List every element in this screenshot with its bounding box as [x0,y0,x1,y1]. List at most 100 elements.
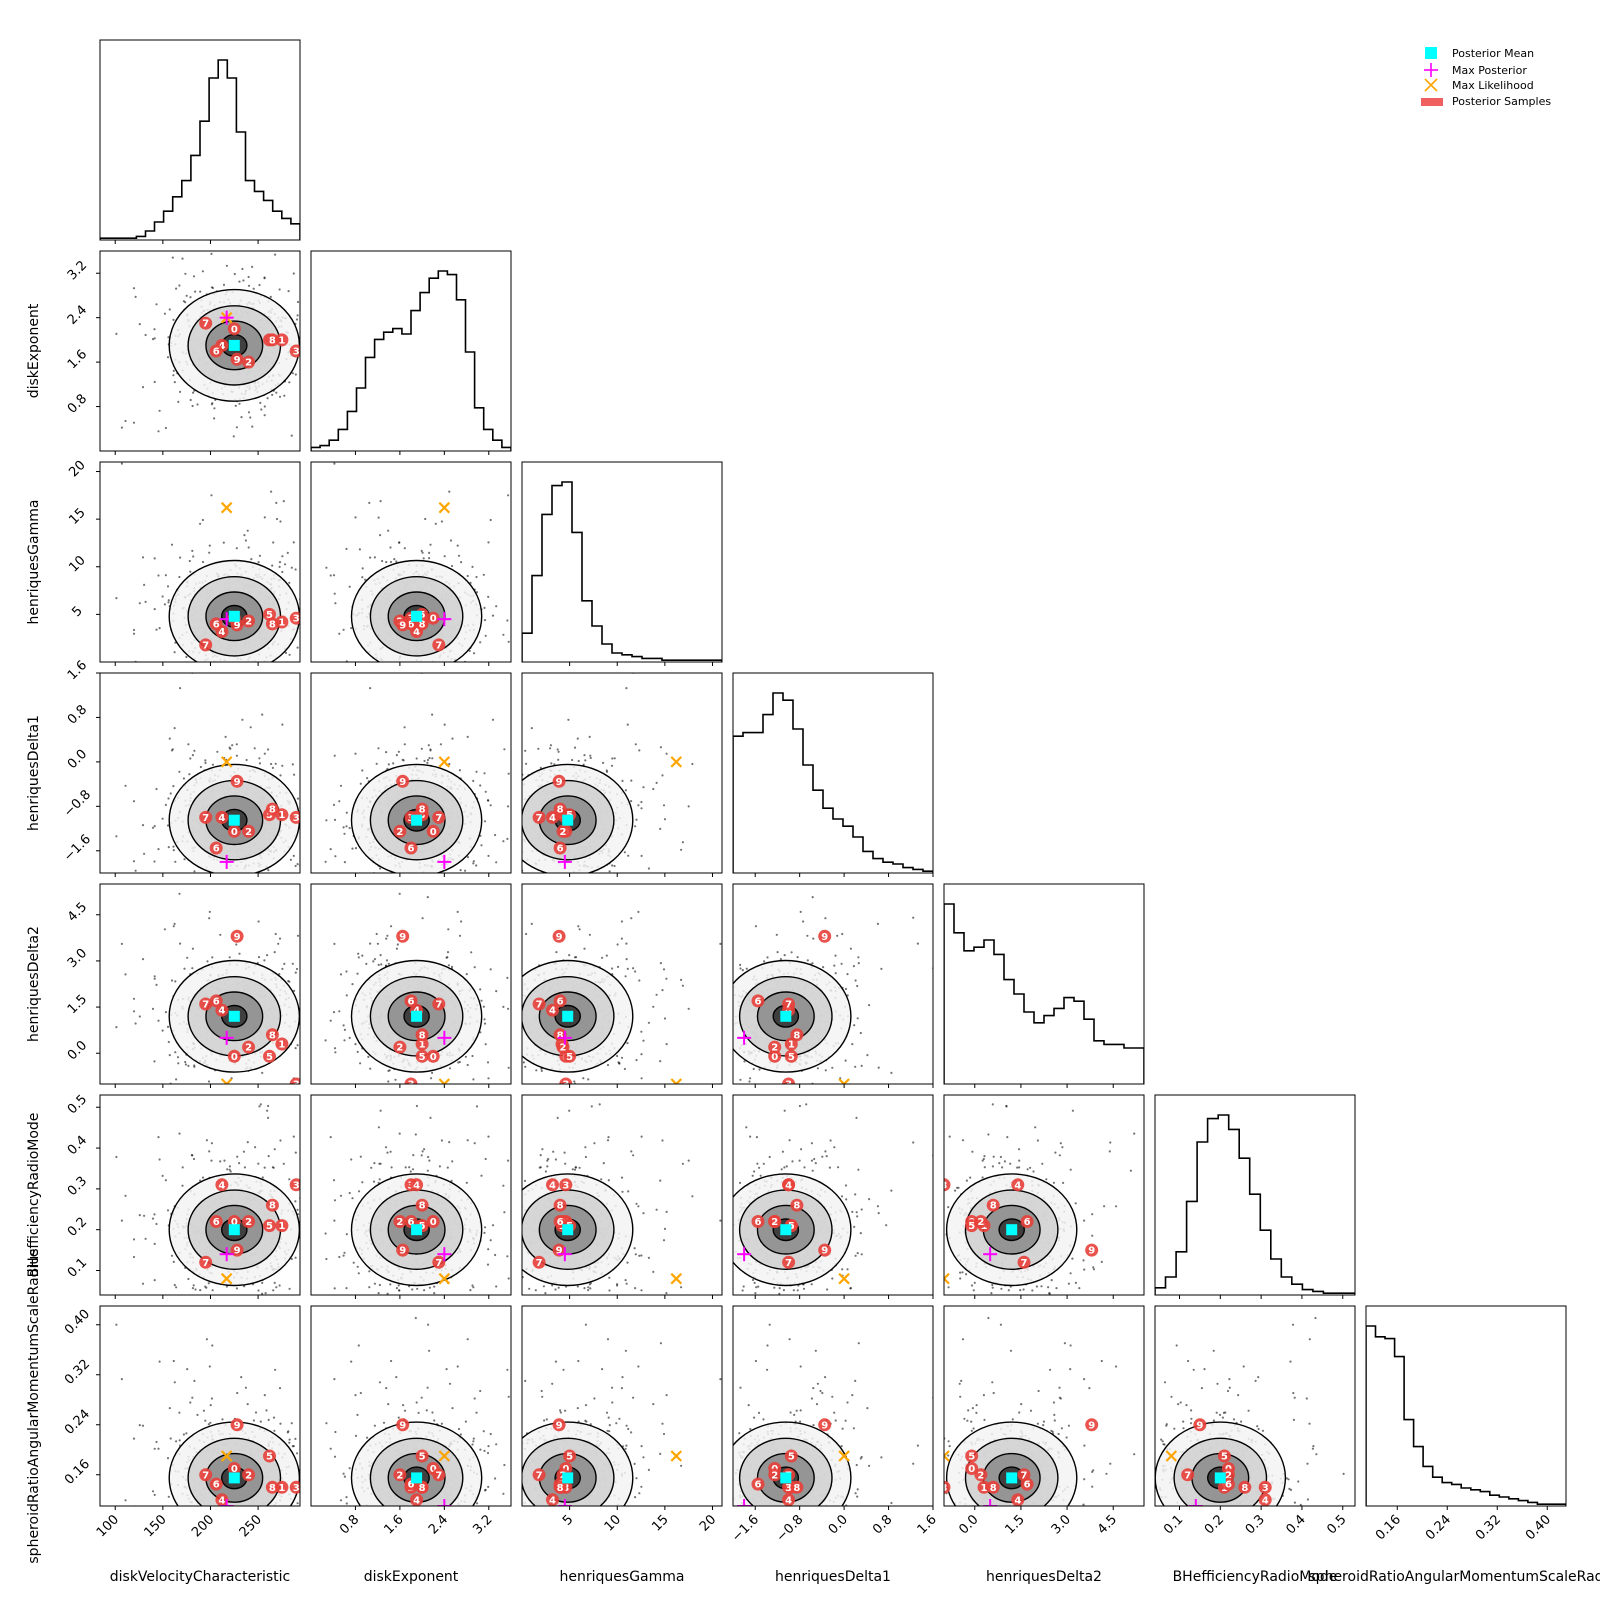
sample-point [189,757,192,760]
sample-point [173,727,176,730]
sample-point [423,759,426,763]
sample-point [507,805,510,808]
sample-point [584,759,587,762]
sample-point [178,892,181,895]
histogram-diskExponent [311,270,511,451]
sample-point [377,516,380,519]
posterior-sample-marker [265,617,279,631]
sample-point [625,687,628,690]
sample-point [301,366,303,368]
sample-point [279,520,282,523]
panel-frame [732,672,934,874]
sample-point [459,869,462,872]
sample-point [132,632,136,635]
posterior-sample-label: 8 [269,335,276,346]
max-posterior-marker [219,854,234,869]
posterior-sample-label: 4 [413,627,420,638]
sample-point [153,975,156,978]
sample-point [403,743,406,746]
sample-point [227,874,229,876]
sample-point [437,873,439,875]
sample-point [269,295,272,298]
sample-point [263,959,266,962]
sample-point [390,925,393,928]
sample-point [334,602,337,605]
sample-point [387,962,390,965]
histogram-diskVelocityCharacteristic [100,59,300,240]
sample-point [228,956,231,959]
posterior-sample-label: 1 [278,335,285,346]
sample-point [471,565,474,568]
sample-point [395,560,398,563]
sample-point [458,934,462,937]
sample-point [580,873,582,875]
sample-point [272,541,275,544]
posterior-sample-label: 7 [202,1000,209,1011]
sample-point [204,761,207,764]
sample-point [207,1080,211,1083]
sample-point [251,425,254,428]
sample-point [375,762,378,765]
sample-point [661,774,664,777]
sample-point [557,758,560,761]
sample-point [161,1029,164,1032]
sample-point [495,605,498,608]
sample-point [428,756,431,760]
posterior-sample-marker [230,929,244,943]
sample-point [665,752,668,755]
sample-point [132,628,136,632]
sample-point [278,561,282,564]
posterior-sample-marker [230,774,244,788]
sample-point [479,641,482,644]
posterior-sample-label: 0 [231,827,238,838]
sample-point [296,934,300,937]
sample-point [487,854,490,857]
sample-point [634,743,637,746]
sample-point [621,779,624,782]
sample-point [168,1054,171,1057]
posterior-sample-label: 9 [399,777,406,788]
panel-contents [311,270,511,451]
sample-point [281,570,284,574]
sample-point [184,272,187,275]
sample-point [289,858,292,861]
sample-point [231,744,234,747]
sample-point [238,402,241,405]
sample-point [583,754,586,757]
sample-point [132,860,136,863]
sample-point [278,565,281,568]
sample-point [245,758,248,762]
sample-point [124,973,127,976]
posterior-sample-label: 4 [218,627,225,638]
sample-point [339,973,343,976]
sample-point [266,954,269,957]
posterior-sample-marker [404,841,418,855]
sample-point [199,290,202,293]
sample-point [173,651,176,654]
sample-point [141,386,145,389]
sample-point [193,1064,196,1067]
sample-point [611,864,614,867]
sample-point [166,1025,170,1028]
sample-point [434,522,437,525]
sample-point [379,500,382,503]
sample-point [271,766,274,769]
posterior-sample-label: 9 [234,620,241,631]
posterior-sample-marker [289,344,300,358]
sample-point [294,1047,297,1050]
sample-point [241,267,244,271]
sample-point [345,825,348,828]
posterior-sample-label: 2 [560,827,567,838]
sample-point [342,1024,345,1027]
posterior-sample-label: 4 [549,813,556,824]
sample-point [153,608,156,611]
sample-point [294,568,297,571]
sample-point [589,756,592,760]
sample-point [440,520,443,523]
panel-2-2 [521,461,723,666]
sample-point [486,1061,490,1064]
sample-point [132,800,136,803]
sample-point [426,758,430,762]
